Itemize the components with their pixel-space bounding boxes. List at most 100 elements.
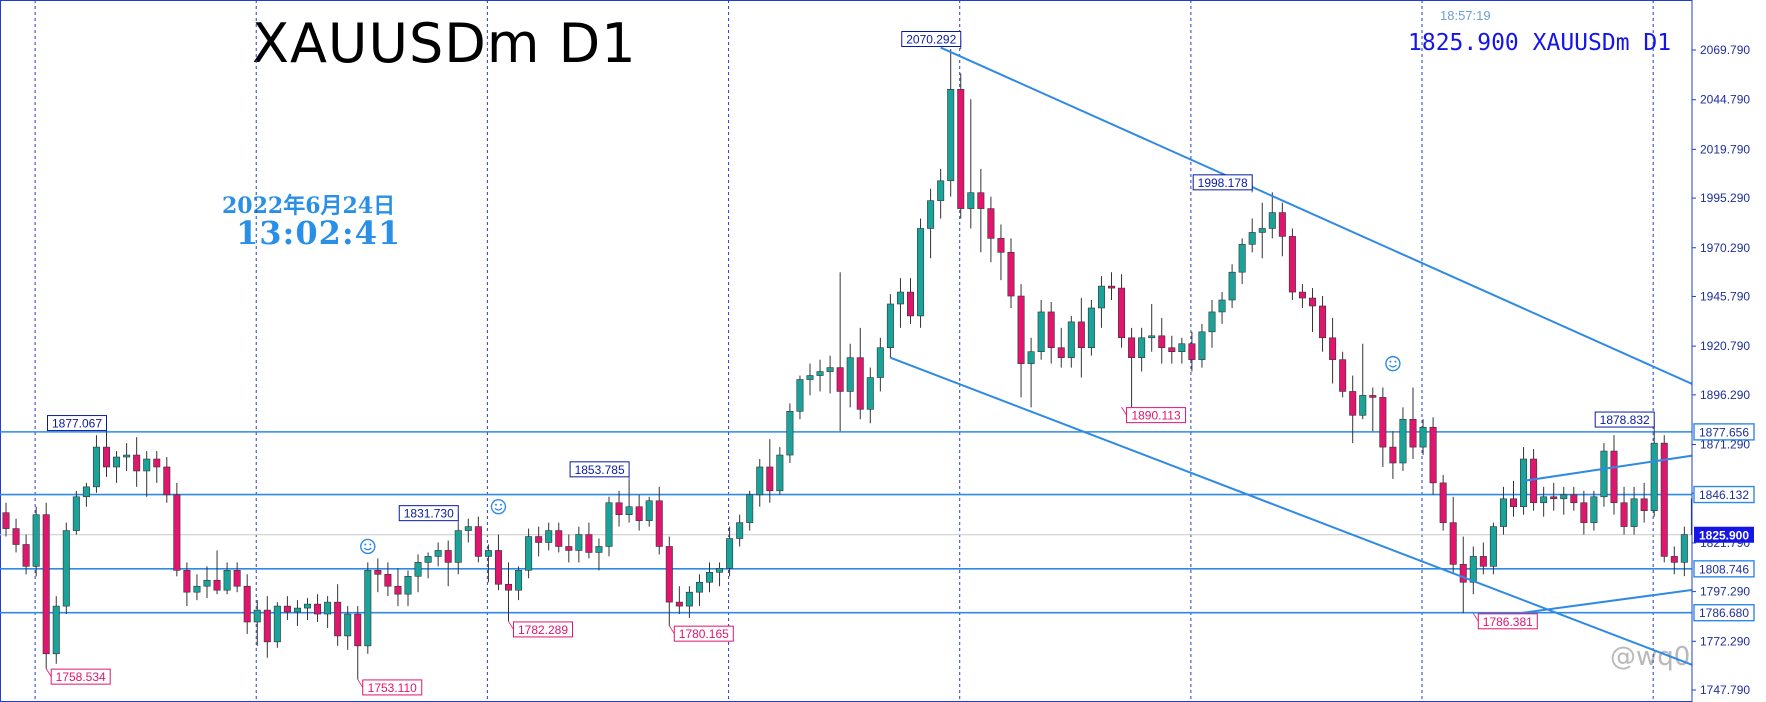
- annotation-box: [1594, 411, 1655, 428]
- candle-body: [1319, 305, 1327, 339]
- candle-body: [1118, 287, 1126, 339]
- candle-body: [1268, 212, 1276, 229]
- candle-body: [1329, 337, 1337, 360]
- annotation-leader: [1472, 613, 1479, 622]
- candle-body: [856, 357, 864, 410]
- candle-body: [605, 502, 613, 547]
- axis-tick-label: 1747.790: [1700, 683, 1750, 697]
- candle-body: [826, 367, 834, 372]
- candle-body: [354, 613, 362, 647]
- candle-body: [1218, 299, 1226, 313]
- candle-body: [113, 456, 121, 468]
- candle-body: [283, 605, 291, 613]
- candle-body: [293, 607, 301, 613]
- candle-body: [1248, 232, 1256, 245]
- candle-body: [1057, 347, 1065, 358]
- candle-body: [585, 534, 593, 553]
- candle-body: [52, 605, 60, 655]
- candle-body: [414, 562, 422, 577]
- candle-body: [645, 500, 653, 521]
- candle-body: [876, 347, 884, 378]
- candle-body: [243, 585, 251, 623]
- candle-body: [1580, 502, 1588, 523]
- level-price-box: [1693, 485, 1755, 504]
- smiley-face: [490, 499, 507, 515]
- candle-body: [82, 486, 90, 498]
- level-price-label: 1786.680: [1699, 606, 1749, 620]
- candle-body: [444, 550, 452, 563]
- candle-body: [183, 570, 191, 593]
- candle-body: [263, 609, 271, 643]
- candle-body: [1258, 228, 1266, 233]
- candle-body: [1288, 236, 1296, 293]
- candle-body: [736, 522, 744, 539]
- smiley-eye: [364, 543, 367, 546]
- candle-body: [12, 528, 20, 545]
- candle-body: [1469, 556, 1477, 583]
- annotation-box: [1477, 613, 1538, 630]
- candle-body: [1359, 395, 1367, 416]
- annotation-leader: [508, 621, 514, 630]
- candle-body: [123, 454, 131, 458]
- candle-body: [896, 291, 904, 305]
- candle-body: [937, 180, 945, 201]
- candle-body: [324, 601, 332, 615]
- annotation-box: [569, 461, 630, 478]
- smiley-face: [360, 538, 376, 555]
- candle-body: [1188, 343, 1196, 360]
- candle-body: [233, 570, 241, 587]
- candle-body: [1610, 450, 1618, 504]
- annotation-label: 1831.730: [404, 507, 454, 521]
- candle-body: [515, 570, 523, 591]
- candle-body: [1349, 391, 1357, 416]
- candle-body: [1540, 496, 1548, 504]
- annotation-box: [47, 415, 107, 432]
- date-label: 2022年6月24日: [222, 193, 396, 219]
- candle-body: [555, 530, 563, 547]
- candle-body: [947, 89, 955, 182]
- candle-body: [1097, 285, 1105, 309]
- candle-body: [766, 466, 774, 492]
- candle-body: [494, 550, 502, 585]
- price-axis-bg: [1692, 0, 1766, 702]
- candle-body: [1640, 498, 1648, 512]
- candle-body: [253, 609, 261, 623]
- candle-body: [575, 534, 583, 551]
- annotation-leader: [45, 668, 52, 677]
- candle-body: [786, 411, 794, 456]
- annotation-label: 1890.113: [1131, 409, 1180, 423]
- candle-body: [1439, 482, 1447, 523]
- candle-body: [1479, 556, 1487, 567]
- annotation-box: [50, 668, 111, 685]
- candle-body: [615, 502, 623, 515]
- axis-tick-label: 1896.290: [1700, 388, 1750, 402]
- candle-body: [917, 228, 925, 317]
- candle-body: [1077, 321, 1085, 349]
- candle-body: [565, 546, 573, 551]
- candle-body: [474, 526, 482, 557]
- annotation-box: [1126, 407, 1187, 424]
- candle-body: [1278, 212, 1286, 237]
- annotation-box: [513, 621, 573, 638]
- candle-body: [1298, 291, 1306, 299]
- candles-group: [2, 49, 1749, 680]
- candle-body: [846, 357, 854, 392]
- candle-body: [1067, 321, 1075, 358]
- axis-tick-label: 2069.790: [1700, 43, 1750, 57]
- candle-body: [163, 466, 171, 496]
- level-price-box: [1693, 604, 1755, 622]
- candle-body: [1499, 498, 1507, 527]
- candle-body: [967, 192, 975, 209]
- candle-body: [866, 377, 874, 410]
- candle-body: [1600, 450, 1608, 498]
- candle-body: [1560, 494, 1568, 500]
- candle-body: [716, 568, 724, 573]
- candle-body: [1620, 502, 1628, 527]
- candle-body: [1158, 335, 1166, 349]
- annotation-label: 1877.067: [52, 417, 102, 431]
- candle-body: [1379, 397, 1387, 448]
- candle-body: [384, 574, 392, 587]
- axis-tick-label: 1797.290: [1700, 585, 1750, 599]
- candle-body: [424, 556, 432, 563]
- candle-body: [987, 208, 995, 239]
